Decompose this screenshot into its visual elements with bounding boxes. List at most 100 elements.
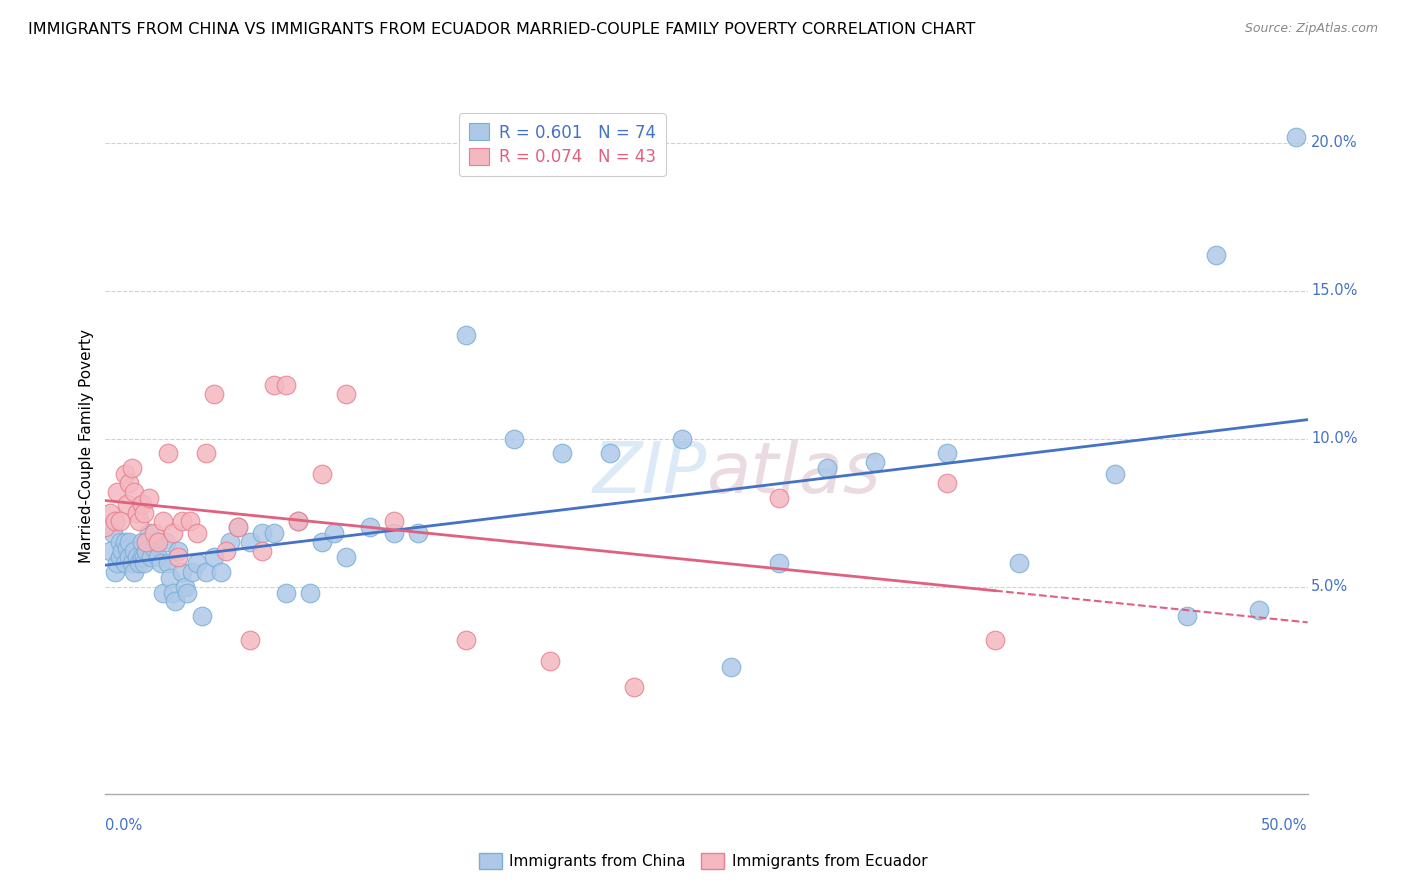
Point — [142, 526, 165, 541]
Point — [135, 535, 157, 549]
Point — [250, 526, 273, 541]
Point — [132, 549, 155, 564]
Text: 20.0%: 20.0% — [1312, 135, 1358, 150]
Point — [104, 515, 127, 529]
Point — [322, 526, 344, 541]
Point — [720, 659, 742, 673]
Y-axis label: Married-Couple Family Poverty: Married-Couple Family Poverty — [79, 329, 94, 563]
Point — [239, 535, 262, 549]
Point — [551, 446, 574, 460]
Point — [768, 556, 790, 570]
Point — [186, 526, 208, 541]
Point — [124, 544, 146, 558]
Point — [181, 565, 204, 579]
Point — [118, 535, 141, 549]
Point — [115, 541, 138, 556]
Point — [114, 535, 136, 549]
Point — [139, 549, 162, 564]
Text: atlas: atlas — [707, 440, 882, 508]
Point — [135, 544, 157, 558]
Point — [152, 585, 174, 599]
Point — [124, 484, 146, 499]
Point — [118, 549, 141, 564]
Point — [152, 515, 174, 529]
Point — [671, 432, 693, 446]
Point — [623, 681, 645, 695]
Point — [145, 535, 167, 549]
Point — [274, 585, 297, 599]
Point — [219, 535, 242, 549]
Point — [335, 549, 357, 564]
Point — [166, 549, 188, 564]
Point — [599, 446, 621, 460]
Point — [128, 515, 150, 529]
Text: Source: ZipAtlas.com: Source: ZipAtlas.com — [1244, 22, 1378, 36]
Point — [311, 467, 333, 482]
Point — [768, 491, 790, 505]
Point — [190, 609, 212, 624]
Legend: R = 0.601   N = 74, R = 0.074   N = 43: R = 0.601 N = 74, R = 0.074 N = 43 — [458, 113, 666, 177]
Point — [149, 556, 172, 570]
Point — [172, 565, 194, 579]
Point — [382, 515, 405, 529]
Point — [250, 544, 273, 558]
Point — [124, 565, 146, 579]
Point — [125, 549, 148, 564]
Point — [156, 446, 179, 460]
Point — [538, 654, 561, 668]
Point — [936, 475, 959, 490]
Point — [159, 571, 181, 585]
Point — [131, 535, 153, 549]
Point — [1284, 129, 1306, 144]
Point — [156, 556, 179, 570]
Point — [162, 526, 184, 541]
Point — [179, 515, 201, 529]
Point — [195, 565, 218, 579]
Point — [202, 387, 225, 401]
Point — [209, 565, 232, 579]
Point — [1175, 609, 1198, 624]
Text: 50.0%: 50.0% — [1261, 818, 1308, 833]
Point — [382, 526, 405, 541]
Point — [98, 544, 121, 558]
Point — [406, 526, 429, 541]
Point — [186, 556, 208, 570]
Point — [311, 535, 333, 549]
Point — [114, 467, 136, 482]
Point — [287, 515, 309, 529]
Point — [121, 556, 143, 570]
Point — [863, 455, 886, 469]
Point — [263, 378, 285, 392]
Point — [138, 526, 160, 541]
Text: 5.0%: 5.0% — [1312, 579, 1348, 594]
Point — [94, 520, 117, 534]
Point — [104, 565, 127, 579]
Point — [115, 497, 138, 511]
Point — [118, 475, 141, 490]
Point — [108, 549, 131, 564]
Point — [142, 541, 165, 556]
Point — [125, 506, 148, 520]
Point — [131, 549, 153, 564]
Point — [98, 506, 121, 520]
Point — [239, 632, 262, 647]
Point — [108, 515, 131, 529]
Point — [148, 549, 170, 564]
Point — [287, 515, 309, 529]
Point — [108, 535, 131, 549]
Point — [815, 461, 838, 475]
Point — [335, 387, 357, 401]
Point — [1249, 603, 1271, 617]
Point — [454, 328, 477, 343]
Point — [111, 544, 134, 558]
Text: ZIP: ZIP — [592, 440, 707, 508]
Point — [173, 580, 195, 594]
Point — [172, 515, 194, 529]
Point — [162, 585, 184, 599]
Point — [148, 535, 170, 549]
Point — [202, 549, 225, 564]
Point — [166, 544, 188, 558]
Point — [176, 585, 198, 599]
Point — [165, 594, 187, 608]
Point — [226, 520, 249, 534]
